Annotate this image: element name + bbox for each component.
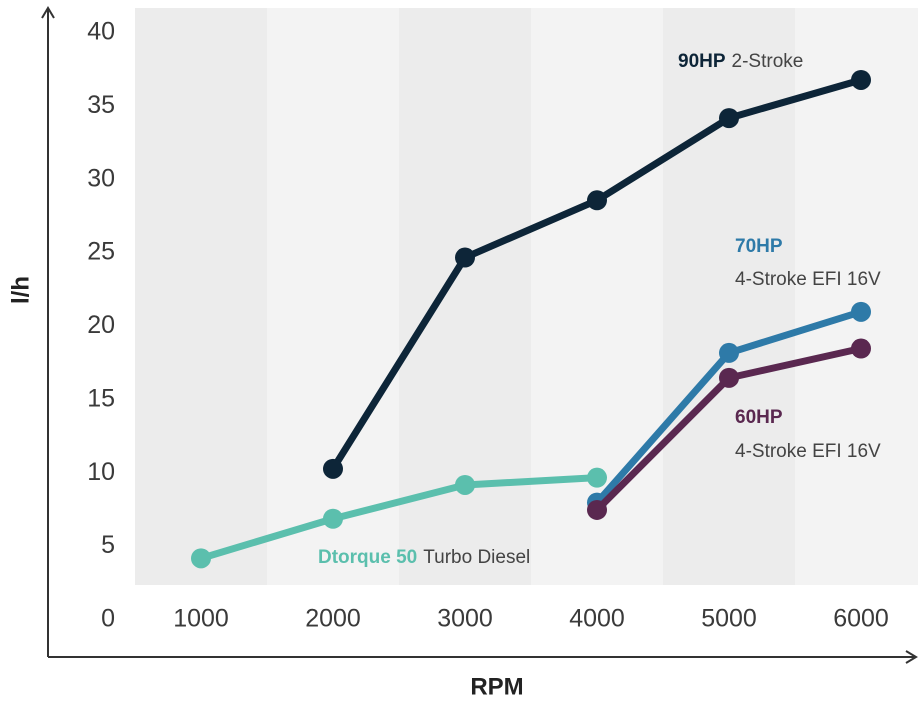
series-description: 4-Stroke EFI 16V bbox=[735, 441, 881, 462]
band bbox=[663, 8, 795, 585]
series-line bbox=[199, 474, 598, 562]
data-point bbox=[719, 342, 739, 363]
y-tick-label: 5 bbox=[101, 531, 115, 559]
series-name: 60HP bbox=[735, 407, 783, 428]
y-tick-label: 40 bbox=[87, 18, 115, 46]
x-tick-label: 3000 bbox=[437, 605, 493, 633]
x-tick-label: 5000 bbox=[701, 605, 757, 633]
data-point bbox=[191, 548, 211, 569]
data-point bbox=[455, 247, 475, 268]
x-tick-label: 6000 bbox=[833, 605, 889, 633]
series-description: Turbo Diesel bbox=[423, 547, 530, 568]
data-point bbox=[719, 108, 739, 129]
y-tick-label: 10 bbox=[87, 458, 115, 486]
data-point bbox=[719, 367, 739, 388]
data-point bbox=[323, 508, 343, 529]
data-point bbox=[587, 499, 607, 520]
series-name: 90HP bbox=[678, 51, 726, 72]
series-description: 2-Stroke bbox=[732, 51, 804, 72]
series-description: 4-Stroke EFI 16V bbox=[735, 269, 881, 290]
data-point bbox=[323, 458, 343, 479]
x-arrow bbox=[905, 650, 918, 664]
series-label: Dtorque 50 Turbo Diesel bbox=[318, 547, 530, 568]
x-tick-label: 1000 bbox=[173, 605, 229, 633]
y-tick-label: 20 bbox=[87, 311, 115, 339]
y-tick-label: 30 bbox=[87, 164, 115, 192]
data-point bbox=[851, 301, 871, 322]
series-name: Dtorque 50 bbox=[318, 547, 417, 568]
data-point bbox=[851, 69, 871, 90]
series-name: 70HP bbox=[735, 236, 783, 257]
y-tick-label: 0 bbox=[101, 605, 115, 633]
x-tick-label: 2000 bbox=[305, 605, 361, 633]
data-point bbox=[455, 474, 475, 495]
band bbox=[795, 8, 918, 585]
y-arrow bbox=[41, 6, 55, 19]
y-tick-label: 35 bbox=[87, 91, 115, 119]
background-bands bbox=[135, 8, 918, 585]
y-tick-label: 25 bbox=[87, 238, 115, 266]
band bbox=[135, 8, 267, 585]
y-axis-label: l/h bbox=[7, 276, 34, 304]
y-tick-label: 15 bbox=[87, 384, 115, 412]
data-point bbox=[851, 338, 871, 359]
data-point bbox=[587, 467, 607, 488]
series-label: 60HP bbox=[735, 407, 783, 428]
data-point bbox=[587, 190, 607, 211]
x-tick-label: 4000 bbox=[569, 605, 625, 633]
series-label: 70HP bbox=[735, 236, 783, 257]
band bbox=[267, 8, 399, 585]
x-axis-label: RPM bbox=[470, 673, 523, 700]
series-label: 90HP 2-Stroke bbox=[678, 51, 803, 72]
band bbox=[531, 8, 663, 585]
